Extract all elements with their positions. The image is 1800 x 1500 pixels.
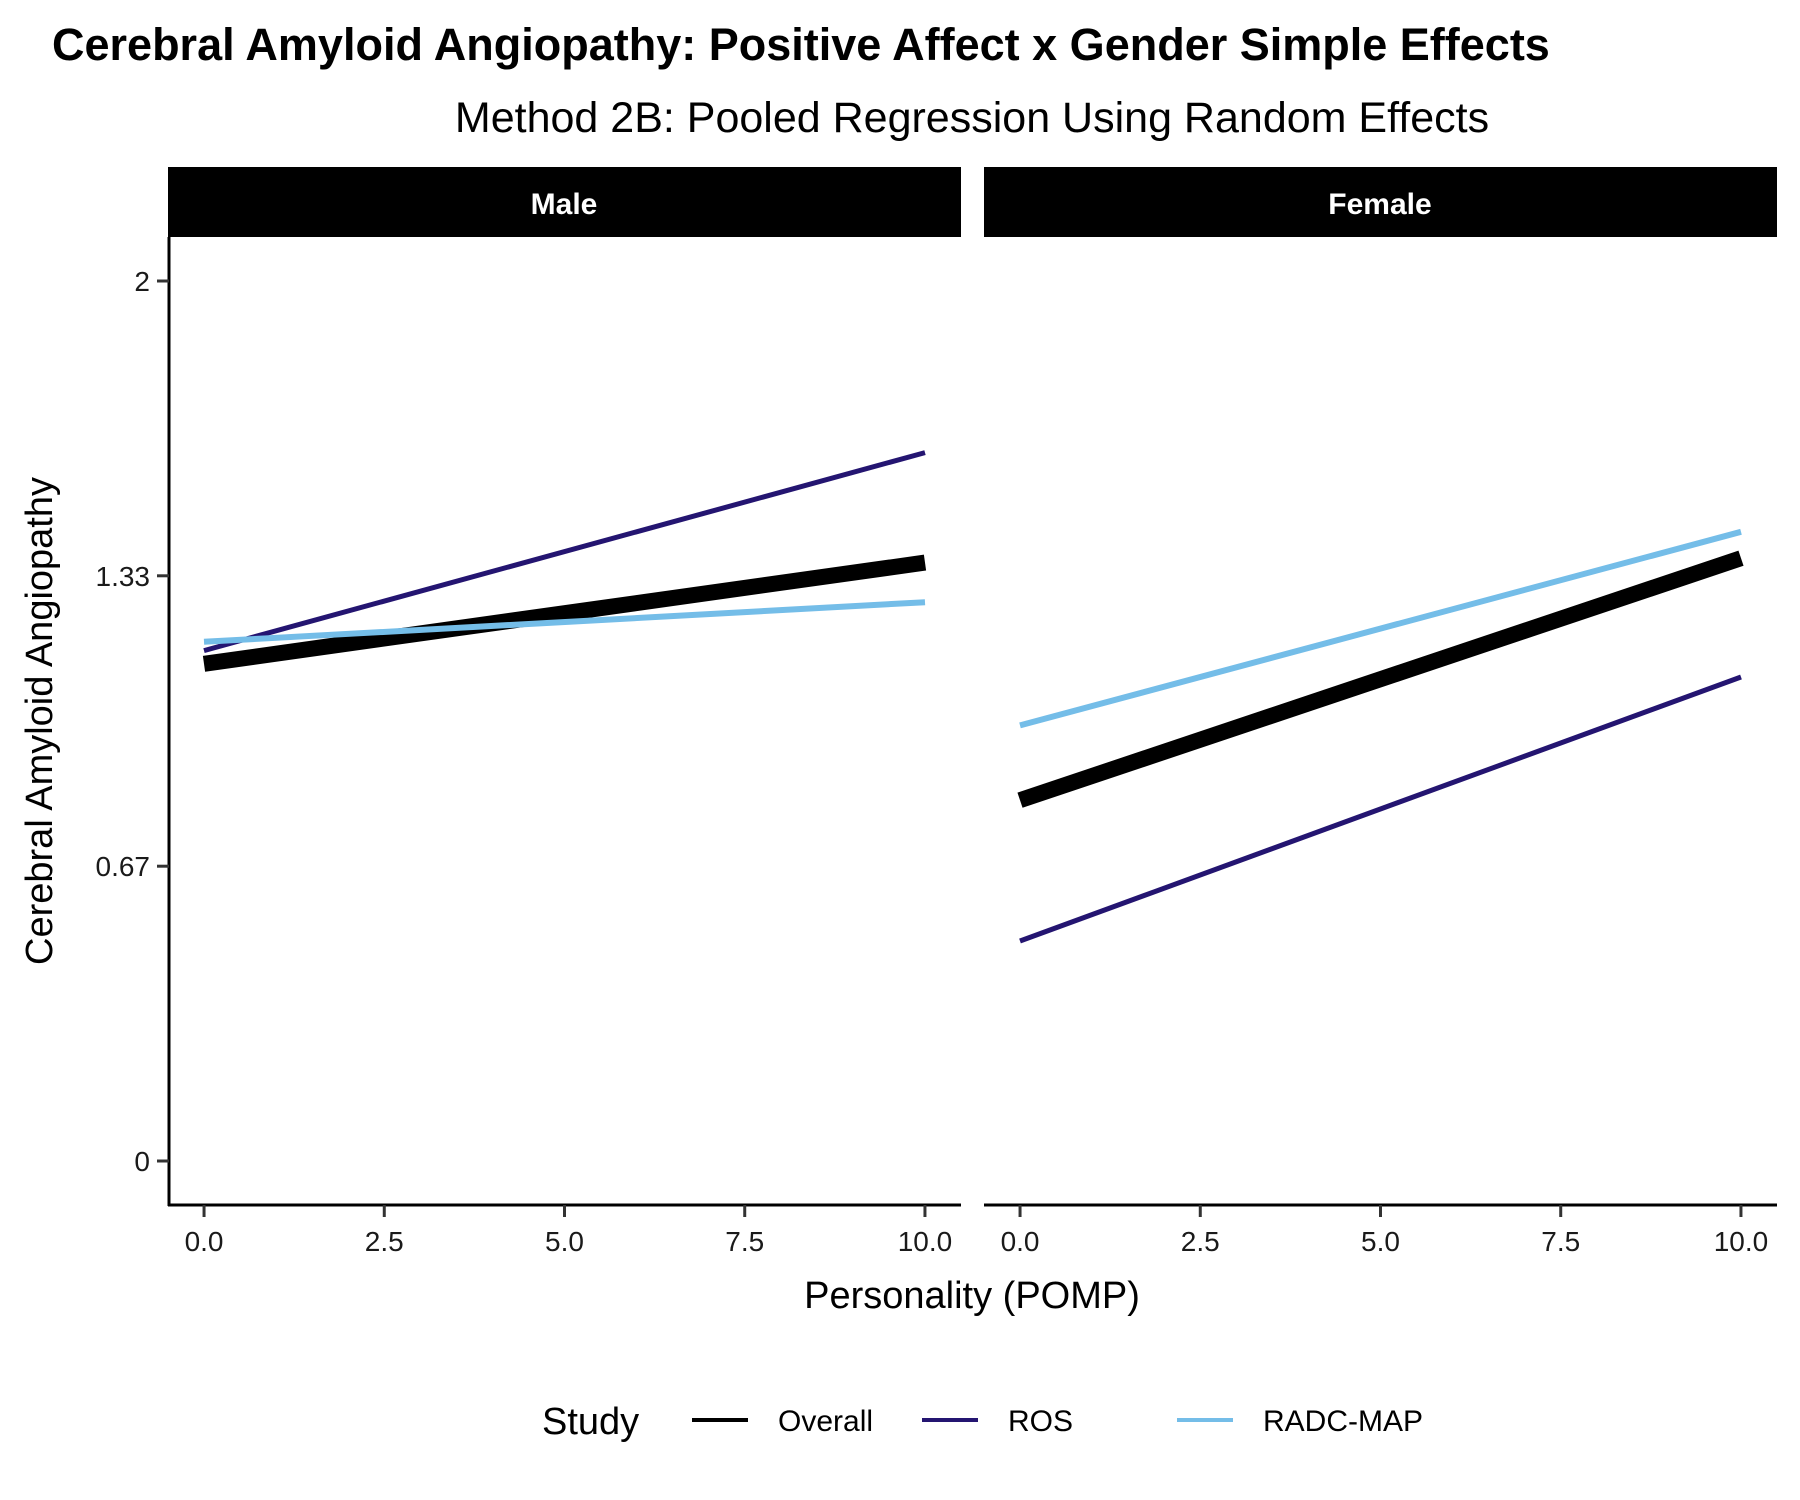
x-tick-label: 5.0 [545, 1226, 584, 1257]
y-tick-label: 0.67 [96, 851, 151, 882]
x-ticks-female: 0.0 2.5 5.0 7.5 10.0 [1001, 1205, 1769, 1257]
legend-label-radc-map: RADC-MAP [1263, 1405, 1423, 1438]
strip-male [168, 167, 961, 237]
panel-female: Female 0.0 2.5 5.0 7.5 10.0 [984, 167, 1777, 1257]
x-tick-label: 5.0 [1361, 1226, 1400, 1257]
strip-female [984, 167, 1777, 237]
series-line-female-ros [1019, 674, 1742, 944]
y-tick-label: 1.33 [96, 561, 151, 592]
series-line-male-ros [203, 450, 926, 654]
x-tick-label: 0.0 [185, 1226, 224, 1257]
legend-label-ros: ROS [1008, 1405, 1073, 1438]
legend: Study Overall ROS RADC-MAP [542, 1401, 1423, 1443]
x-tick-label: 7.5 [1541, 1226, 1580, 1257]
series-line-male-overall [202, 554, 927, 672]
chart-title: Cerebral Amyloid Angiopathy: Positive Af… [52, 19, 1550, 70]
panel-male: Male 0.0 2.5 5.0 7.5 10.0 [167, 167, 961, 1257]
x-tick-label: 2.5 [1181, 1226, 1220, 1257]
series-line-female-radc-map [1019, 528, 1742, 729]
x-tick-label: 10.0 [1714, 1226, 1769, 1257]
legend-entries: Overall ROS RADC-MAP [692, 1405, 1423, 1438]
y-tick-label: 2 [134, 266, 150, 297]
strip-label-female: Female [1328, 188, 1431, 221]
lines-female [1017, 528, 1744, 944]
y-tick-label: 0 [134, 1146, 150, 1177]
x-ticks-male: 0.0 2.5 5.0 7.5 10.0 [185, 1205, 953, 1257]
chart-subtitle: Method 2B: Pooled Regression Using Rando… [455, 94, 1489, 142]
lines-male [202, 450, 927, 672]
x-tick-label: 0.0 [1001, 1226, 1040, 1257]
x-tick-label: 2.5 [365, 1226, 404, 1257]
series-line-male-radc-map [203, 599, 926, 645]
x-axis-title: Personality (POMP) [804, 1275, 1140, 1317]
x-tick-label: 10.0 [898, 1226, 953, 1257]
y-ticks: 0 0.67 1.33 2 [96, 266, 169, 1177]
legend-title: Study [542, 1401, 639, 1443]
y-axis-title: Cerebral Amyloid Angiopathy [19, 477, 61, 965]
x-tick-label: 7.5 [725, 1226, 764, 1257]
legend-label-overall: Overall [778, 1405, 873, 1438]
strip-label-male: Male [531, 188, 598, 221]
series-line-female-overall [1017, 550, 1744, 808]
